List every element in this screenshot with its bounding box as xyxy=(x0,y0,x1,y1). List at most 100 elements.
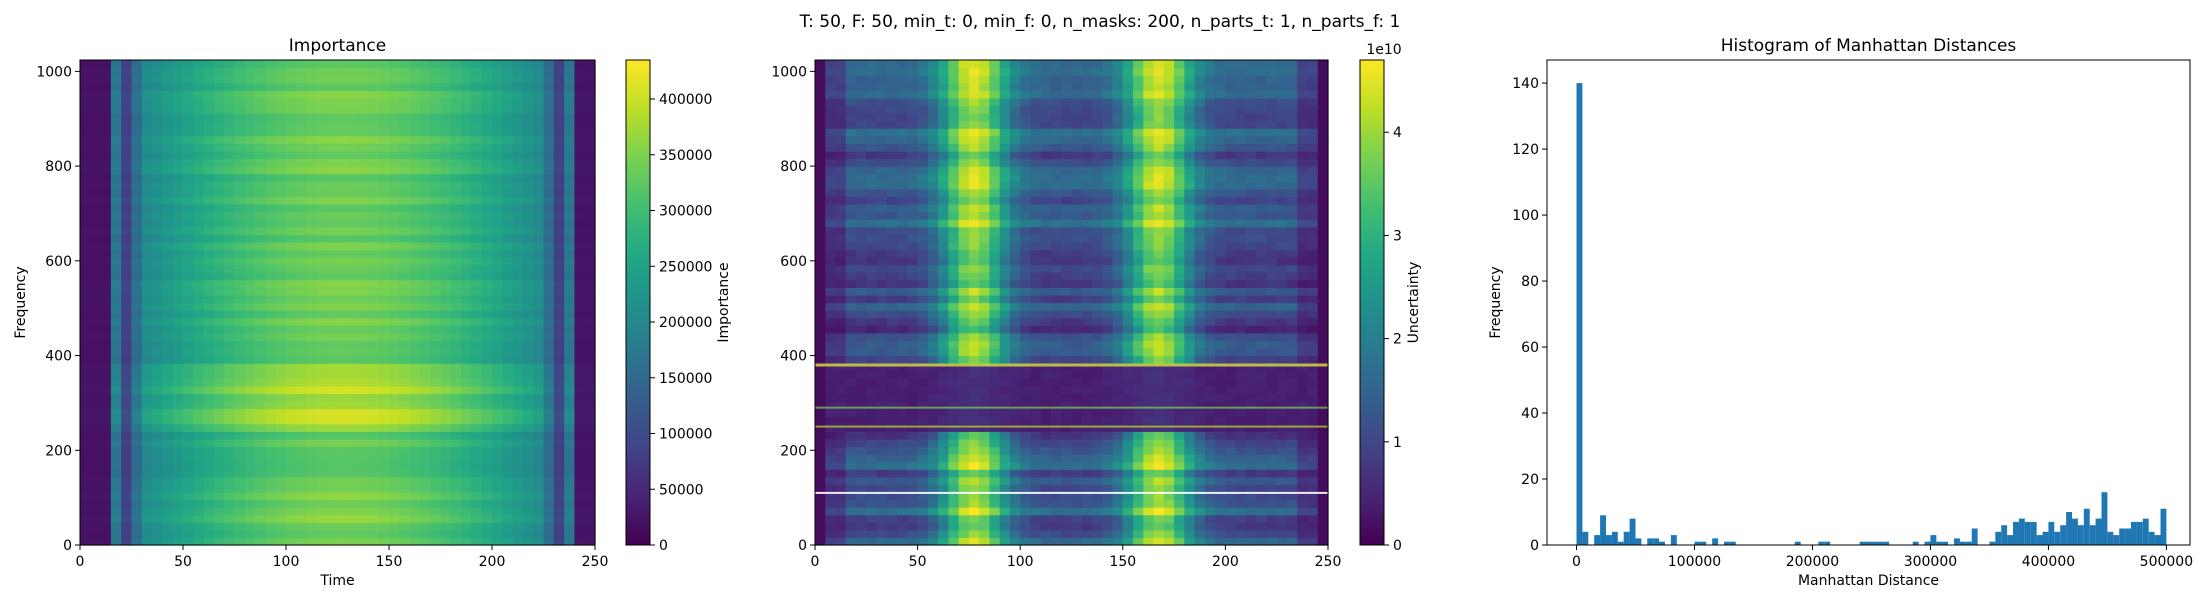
heatmap-cell xyxy=(564,203,575,213)
heatmap-cell xyxy=(1050,158,1062,167)
heatmap-cell xyxy=(327,416,339,425)
heatmap-cell xyxy=(306,188,318,198)
heatmap-cell xyxy=(244,234,256,243)
heatmap-cell xyxy=(110,310,122,319)
heatmap-cell xyxy=(121,272,133,281)
heatmap-cell xyxy=(948,491,960,501)
heatmap-cell xyxy=(337,378,349,387)
heatmap-cell xyxy=(1071,211,1083,220)
heatmap-cell xyxy=(1050,196,1062,205)
heatmap-cell xyxy=(358,143,369,152)
heatmap-cell xyxy=(917,522,929,531)
heatmap-cell xyxy=(213,60,225,69)
heatmap-cell xyxy=(100,446,112,455)
heatmap-cell xyxy=(327,158,339,167)
heatmap-cell xyxy=(815,287,826,296)
heatmap-cell xyxy=(856,461,867,470)
heatmap-cell xyxy=(492,370,503,379)
heatmap-cell xyxy=(917,75,929,84)
heatmap-cell xyxy=(1071,257,1083,266)
heatmap-cell xyxy=(347,469,359,478)
heatmap-cell xyxy=(938,234,949,243)
heatmap-cell xyxy=(927,446,939,455)
heatmap-cell xyxy=(234,226,246,235)
heatmap-cell xyxy=(255,446,266,455)
heatmap-cell xyxy=(141,135,153,144)
heatmap-cell xyxy=(574,499,586,508)
heatmap-cell xyxy=(958,158,970,167)
heatmap-cell xyxy=(389,188,400,198)
heatmap-cell xyxy=(1020,393,1032,402)
heatmap-cell xyxy=(306,310,318,319)
heatmap-cell xyxy=(958,203,970,213)
heatmap-cell xyxy=(958,173,970,182)
heatmap-cell xyxy=(430,423,442,432)
heatmap-cell xyxy=(162,537,174,546)
heatmap-cell xyxy=(90,325,102,334)
heatmap-cell xyxy=(1061,241,1073,251)
heatmap-cell xyxy=(450,423,462,432)
heatmap-cell xyxy=(917,287,929,296)
heatmap-cell xyxy=(1020,491,1032,501)
heatmap-cell xyxy=(255,173,266,182)
heatmap-cell xyxy=(968,340,980,349)
heatmap-cell xyxy=(80,522,91,531)
heatmap-cell xyxy=(244,279,256,288)
heatmap-cell xyxy=(481,128,493,137)
heatmap-cell xyxy=(1050,310,1062,319)
heatmap-cell xyxy=(1061,325,1073,334)
heatmap-cell xyxy=(152,113,163,122)
x-tick-label: 0 xyxy=(76,554,85,570)
heatmap-cell xyxy=(121,385,133,395)
heatmap-cell xyxy=(512,469,524,478)
heatmap-cell xyxy=(948,226,960,235)
heatmap-cell xyxy=(1081,211,1093,220)
heatmap-cell xyxy=(316,294,328,304)
heatmap-cell xyxy=(1030,469,1042,478)
heatmap-cell xyxy=(481,302,493,311)
heatmap-cell xyxy=(938,408,949,417)
heatmap-cell xyxy=(347,370,359,379)
heatmap-cell xyxy=(389,529,400,539)
heatmap-cell xyxy=(162,188,174,198)
heatmap-cell xyxy=(389,347,400,357)
heatmap-cell xyxy=(358,196,369,205)
heatmap-cell xyxy=(533,249,545,258)
heatmap-cell xyxy=(553,272,565,281)
heatmap-cell xyxy=(141,438,153,448)
heatmap-cell xyxy=(90,454,102,463)
heatmap-cell xyxy=(265,499,277,508)
heatmap-cell xyxy=(80,219,91,228)
heatmap-cell xyxy=(389,181,400,190)
heatmap-cell xyxy=(927,294,939,304)
heatmap-cell xyxy=(825,537,837,546)
colorbar-tick-label: 150000 xyxy=(659,371,712,387)
heatmap-cell xyxy=(461,385,472,395)
heatmap-cell xyxy=(989,135,1001,144)
heatmap-cell xyxy=(234,128,246,137)
heatmap-cell xyxy=(152,423,163,432)
heatmap-cell xyxy=(1061,219,1073,228)
heatmap-cell xyxy=(512,219,524,228)
heatmap-cell xyxy=(440,128,452,137)
heatmap-cell xyxy=(481,310,493,319)
heatmap-cell xyxy=(296,416,308,425)
heatmap-cell xyxy=(100,105,112,114)
heatmap-cell xyxy=(1050,219,1062,228)
heatmap-cell xyxy=(1009,60,1021,69)
heatmap-cell xyxy=(203,120,215,129)
heatmap-cell xyxy=(244,431,256,440)
heatmap-cell xyxy=(100,196,112,205)
heatmap-cell xyxy=(564,241,575,251)
heatmap-cell xyxy=(110,514,122,523)
heatmap-cell xyxy=(897,363,908,372)
heatmap-cell xyxy=(1040,113,1052,122)
heatmap-cell xyxy=(1040,90,1052,99)
heatmap-cell xyxy=(1020,128,1032,137)
heatmap-cell xyxy=(533,211,545,220)
heatmap-cell xyxy=(835,188,847,198)
heatmap-cell xyxy=(897,105,908,114)
heatmap-cell xyxy=(1040,211,1052,220)
heatmap-cell xyxy=(845,75,857,84)
heatmap-cell xyxy=(183,469,194,478)
